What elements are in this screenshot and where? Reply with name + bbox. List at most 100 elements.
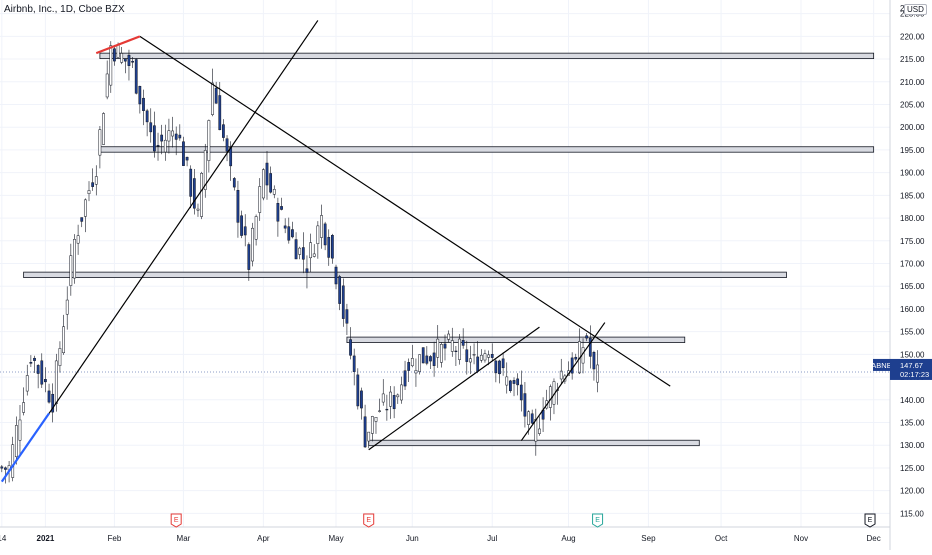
trend-lines (0, 20, 671, 483)
earnings-marker-label: E (868, 517, 873, 524)
trend-line (520, 322, 606, 442)
candle-body (47, 390, 51, 403)
candle-body (403, 370, 407, 387)
candle-body (138, 85, 142, 105)
y-tick-label: 170.00 (900, 260, 925, 269)
candle-body (338, 276, 342, 304)
candle-body (243, 226, 247, 236)
candle-body (156, 145, 160, 147)
candle-body (280, 206, 283, 210)
earnings-marker-label: E (366, 517, 371, 524)
last-price-label: 147.67 (900, 361, 923, 370)
candle-body (327, 236, 331, 258)
trend-line (95, 35, 141, 55)
candle-body (192, 178, 196, 209)
y-tick-label: 175.00 (900, 237, 925, 246)
candle-body (167, 130, 171, 142)
candle-body (91, 182, 95, 187)
candle-body (44, 379, 47, 383)
candle-body (171, 130, 174, 137)
candle-body (479, 354, 483, 361)
support-resistance-zone (346, 336, 686, 343)
x-tick-label: Nov (794, 534, 808, 543)
price-axis[interactable]: 225.00220.00215.00210.00205.00200.00195.… (900, 4, 925, 518)
x-tick-label: Oct (715, 534, 728, 543)
candle-body (83, 199, 87, 217)
candle-body (25, 375, 29, 392)
chart-title: Airbnb, Inc., 1D, Cboe BZX (4, 4, 125, 15)
candle-body (102, 113, 105, 145)
candle-body (76, 235, 80, 244)
candle-body (272, 189, 276, 195)
candle-body (407, 362, 411, 371)
candle-body (487, 354, 490, 358)
candle-body (530, 413, 534, 424)
y-tick-label: 140.00 (900, 396, 925, 405)
support-resistance-zone (99, 52, 875, 60)
support-resistance-zone (99, 146, 875, 153)
candle-body (127, 54, 131, 66)
candle-body (185, 156, 189, 161)
x-tick-label: Apr (257, 534, 270, 543)
candle-body (254, 216, 258, 240)
candles (0, 41, 599, 484)
candle-body (131, 60, 134, 63)
time-axis[interactable]: 14 2021 Feb Mar Apr May Jun Jul Aug Sep Oct Nov Dec (0, 534, 881, 543)
candle-body (247, 244, 251, 270)
y-tick-label: 180.00 (900, 214, 925, 223)
candle-body (596, 364, 599, 383)
candle-body (494, 360, 498, 374)
candle-body (341, 285, 345, 319)
candle-body (65, 299, 69, 315)
candle-body (116, 44, 120, 58)
candle-body (134, 59, 138, 94)
candle-body (334, 266, 338, 285)
candle-body (425, 355, 429, 364)
candle-body (309, 242, 312, 259)
candle-body (323, 223, 327, 246)
candle-body (349, 339, 352, 356)
candle-body (40, 360, 44, 385)
candle-body (301, 247, 305, 260)
candle-body (182, 141, 185, 166)
candle-body (523, 393, 527, 417)
y-tick-label: 150.00 (900, 350, 925, 359)
currency-badge[interactable]: USD (904, 4, 927, 15)
y-tick-label: 200.00 (900, 123, 925, 132)
trend-line (48, 20, 319, 414)
candle-body (189, 168, 193, 197)
candle-body (294, 239, 298, 260)
candle-body (178, 134, 182, 139)
y-tick-label: 215.00 (900, 55, 925, 64)
candle-body (232, 178, 236, 188)
candle-body (389, 391, 392, 407)
candle-body (465, 349, 469, 362)
candle-body (160, 134, 164, 142)
x-tick-label: Feb (108, 534, 122, 543)
candle-body (240, 215, 243, 236)
trend-line (0, 412, 50, 483)
y-tick-label: 135.00 (900, 419, 925, 428)
y-tick-label: 130.00 (900, 441, 925, 450)
candle-body (142, 97, 145, 111)
candle-body (62, 326, 65, 354)
candle-body (374, 416, 378, 422)
candle-body (519, 384, 523, 401)
earnings-marker-shape (592, 513, 604, 528)
x-tick-label: 2021 (37, 534, 55, 543)
candle-body (592, 352, 596, 370)
y-tick-label: 115.00 (900, 509, 924, 518)
candle-body (291, 229, 294, 238)
candle-body (305, 268, 309, 273)
candle-body (73, 239, 76, 279)
candle-body (469, 358, 472, 363)
x-tick-label: Sep (641, 534, 656, 543)
candle-body (251, 227, 254, 262)
candle-body (18, 419, 22, 441)
candle-body (352, 355, 356, 372)
candle-body (94, 176, 98, 185)
candle-body (345, 309, 349, 324)
candle-body (145, 110, 149, 123)
